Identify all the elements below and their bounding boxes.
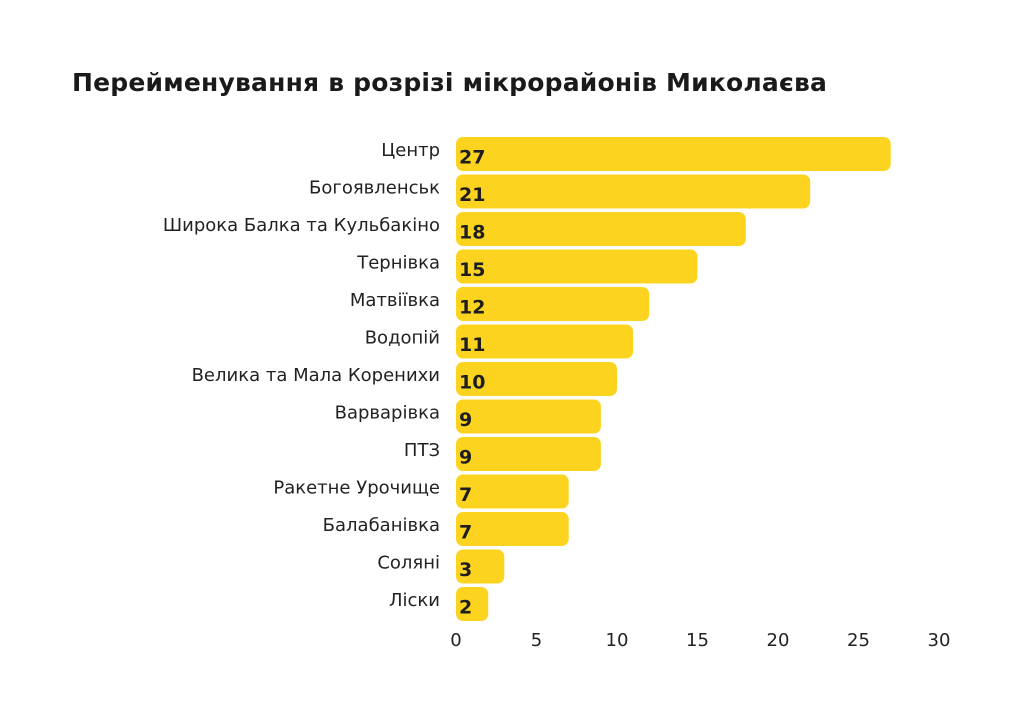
x-tick-label: 5 <box>531 630 542 651</box>
category-label: Варварівка <box>335 403 440 424</box>
bar <box>456 587 489 621</box>
bar <box>456 174 811 209</box>
category-label: Велика та Мала Коренихи <box>192 365 440 386</box>
bar <box>456 549 505 584</box>
value-label: 9 <box>459 447 472 469</box>
category-label: Центр <box>381 140 440 161</box>
category-label: Ракетне Урочище <box>273 478 440 499</box>
category-label: ПТЗ <box>404 440 440 461</box>
value-label: 10 <box>459 372 485 394</box>
x-tick-label: 20 <box>767 630 790 651</box>
x-tick-label: 30 <box>928 630 951 651</box>
value-label: 18 <box>459 222 485 244</box>
x-tick-label: 25 <box>847 630 870 651</box>
value-label: 11 <box>459 334 485 356</box>
value-label: 12 <box>459 297 485 319</box>
value-label: 21 <box>459 184 485 206</box>
bar <box>456 212 746 246</box>
bar <box>456 399 601 434</box>
value-label: 3 <box>459 559 472 581</box>
chart-title: Перейменування в розрізі мікрорайонів Ми… <box>72 68 828 97</box>
x-tick-label: 0 <box>450 630 461 651</box>
category-label: Водопій <box>365 328 440 349</box>
value-labels: 27 21 18 15 12 11 10 9 9 7 7 3 2 <box>459 147 485 619</box>
category-label: Матвіївка <box>350 290 440 311</box>
category-label: Ліски <box>389 590 440 611</box>
value-label: 15 <box>459 259 485 281</box>
value-label: 9 <box>459 409 472 431</box>
category-label: Балабанівка <box>323 515 440 536</box>
value-label: 2 <box>459 597 472 619</box>
bar <box>456 137 891 171</box>
category-label: Богоявленськ <box>309 178 440 199</box>
category-label: Соляні <box>377 553 440 574</box>
category-label: Тернівка <box>356 253 440 274</box>
value-label: 7 <box>459 522 472 544</box>
bar <box>456 474 569 509</box>
x-tick-label: 10 <box>606 630 629 651</box>
category-labels: Центр Богоявленськ Широка Балка та Кульбак… <box>163 140 440 611</box>
x-tick-label: 15 <box>686 630 709 651</box>
bar <box>456 437 601 471</box>
value-label: 27 <box>459 147 485 169</box>
bar <box>456 512 569 546</box>
bar <box>456 287 650 321</box>
bar <box>456 249 698 284</box>
bars-group <box>456 137 891 621</box>
x-axis-ticks: 0 5 10 15 20 25 30 <box>450 630 950 651</box>
category-label: Широка Балка та Кульбакіно <box>163 215 440 236</box>
value-label: 7 <box>459 484 472 506</box>
bar <box>456 324 634 359</box>
bar <box>456 362 617 396</box>
